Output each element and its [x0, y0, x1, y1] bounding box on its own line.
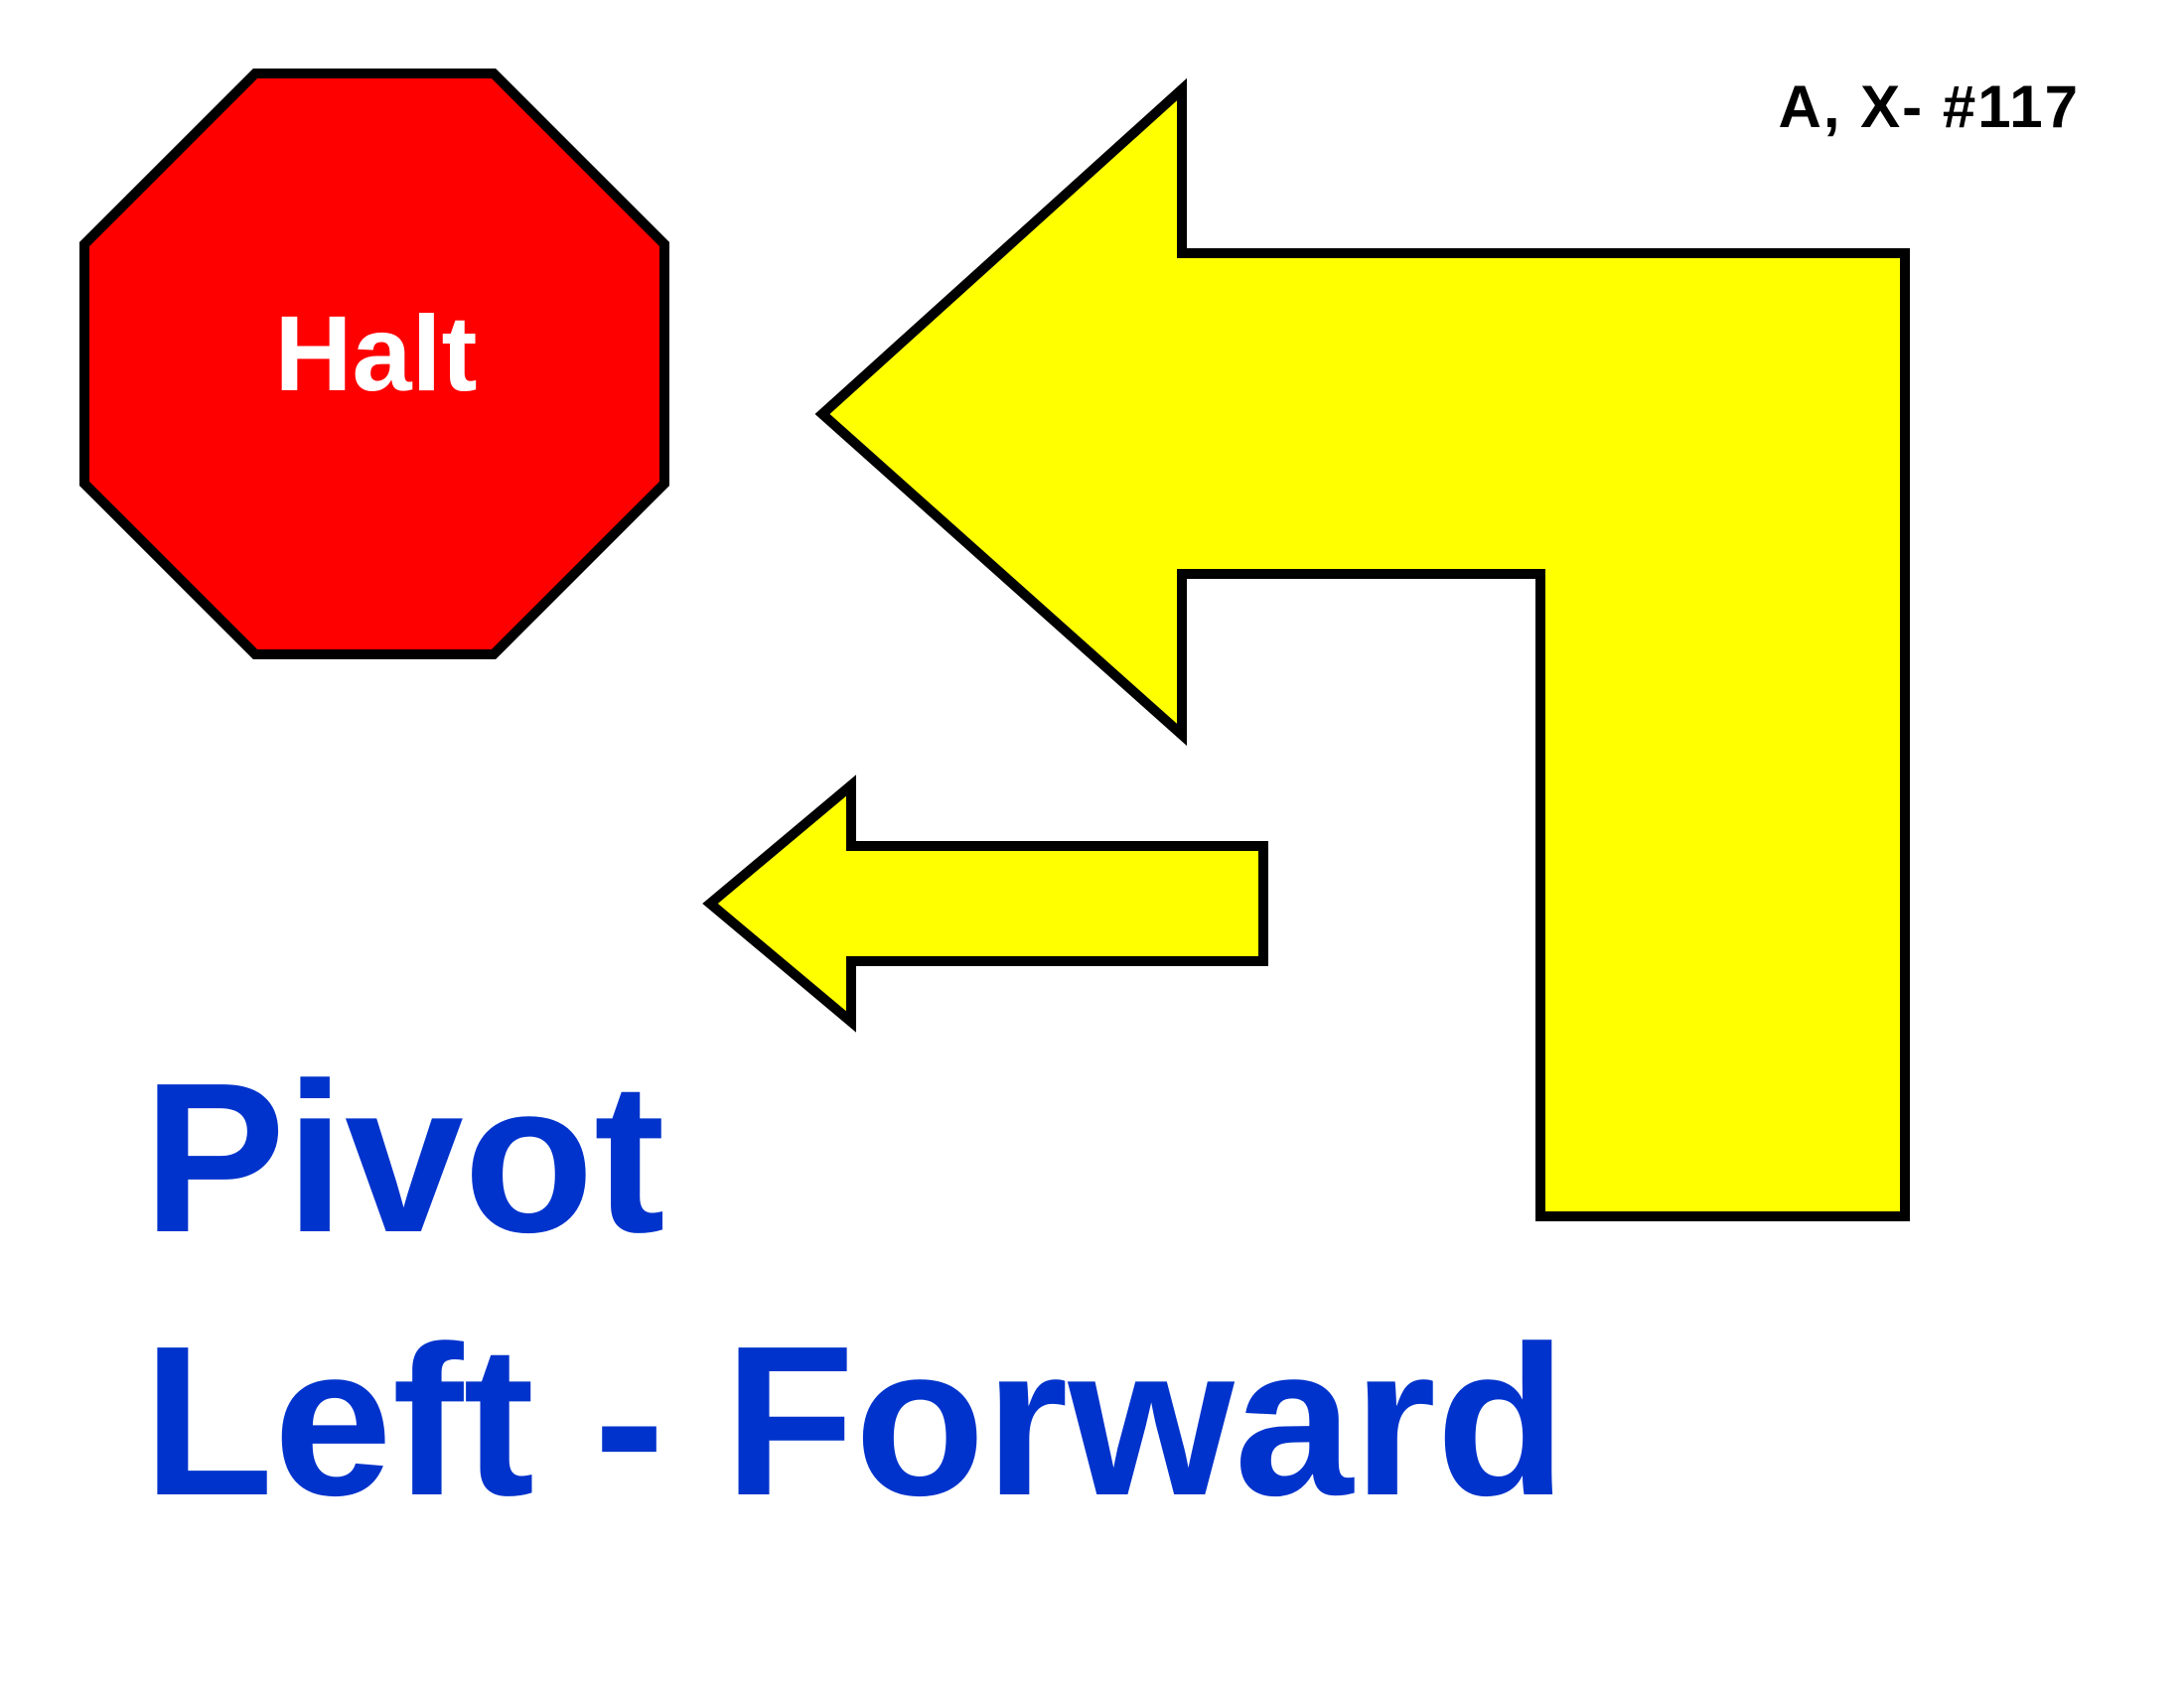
sign-code-label: A, X- #117 — [1778, 73, 2080, 140]
left-turn-arrow-icon — [814, 77, 1910, 1221]
title-line-1: Pivot — [143, 1038, 665, 1277]
left-arrow-icon — [702, 774, 1268, 1033]
halt-label: Halt — [274, 293, 478, 413]
title-line-2: Left - Forward — [143, 1301, 1567, 1540]
stop-octagon-icon — [79, 69, 669, 659]
